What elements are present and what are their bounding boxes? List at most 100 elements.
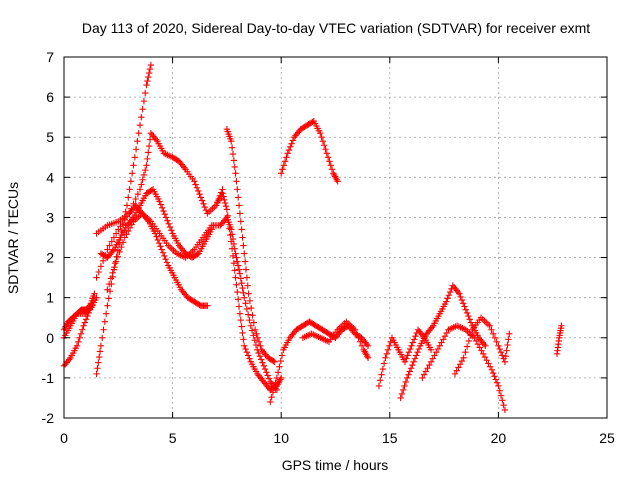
data-point [116,248,123,256]
data-point [486,322,493,329]
data-point [95,268,102,276]
data-point [93,370,100,378]
series-pass-e [93,130,226,281]
data-point [441,332,449,340]
data-point [493,379,501,386]
data-point [224,212,231,220]
data-point [243,349,251,356]
data-point [558,322,565,329]
data-point [198,197,206,204]
data-point [404,352,411,359]
data-point [499,397,506,404]
data-point [251,326,259,333]
data-point [166,223,174,231]
data-point [81,319,89,326]
data-point [154,236,162,244]
data-point [105,295,112,302]
data-point [140,171,148,179]
plot-frame [63,56,608,419]
data-point [136,186,144,193]
data-point [243,305,251,313]
data-point [278,170,285,177]
data-point [240,289,247,297]
data-point [155,239,163,247]
data-point [146,136,154,143]
data-point [429,355,437,362]
data-point [234,258,241,265]
data-point [248,327,256,334]
data-point [157,243,164,250]
data-point [238,323,245,330]
data-point [451,370,459,378]
data-point [94,365,101,372]
data-point [273,374,281,382]
data-point [383,350,390,358]
data-point [479,350,487,358]
data-point [501,358,509,366]
data-point [128,221,135,228]
data-point [246,297,254,305]
data-point [239,234,246,241]
data-point [109,269,116,276]
data-point [135,130,142,137]
data-point [318,134,325,141]
data-point [111,263,118,271]
data-point [246,355,253,362]
data-point [234,186,241,193]
data-point [112,258,120,265]
data-point [250,319,258,326]
data-point [245,290,252,297]
data-point [100,326,107,333]
y-tick-label: 1 [46,290,54,306]
data-point [157,201,165,208]
series-pass-h [104,210,281,394]
data-point [240,242,247,249]
data-point [434,345,442,353]
data-point [279,166,286,173]
series-pass-m [299,318,372,362]
data-point [225,219,232,226]
data-point [165,220,172,228]
data-point [486,363,494,370]
data-point [478,347,485,354]
series-pass-g [97,186,215,261]
x-tick-label: 0 [60,430,68,446]
data-point [462,349,469,356]
data-point [76,334,83,341]
data-point [431,352,438,359]
data-point [242,266,250,273]
data-point [163,259,171,266]
data-point [277,357,284,365]
data-point [334,178,341,185]
data-point [233,178,240,185]
y-tick-labels: -2 -1 0 1 2 3 4 5 6 7 [42,49,55,426]
data-point [410,358,417,366]
data-point [91,290,98,297]
series-pass-l [278,117,341,185]
x-tick-label: 20 [491,430,507,446]
data-point [132,195,139,203]
data-point [114,253,122,260]
data-point [241,294,248,301]
data-point [492,376,499,383]
data-points [60,61,565,414]
data-point [497,349,505,356]
y-axis-label: SDTVAR / TECUs [5,182,21,294]
data-point [235,266,243,273]
data-point [467,332,474,339]
data-point [412,332,419,340]
data-point [221,199,229,207]
data-point [248,304,255,312]
data-point [257,342,264,349]
data-point [456,290,463,297]
data-point [219,190,226,197]
data-point [433,349,440,356]
data-point [324,154,332,161]
data-point [97,263,105,270]
data-point [263,369,270,376]
data-point [234,194,242,201]
data-point [106,242,113,249]
data-point [382,354,389,362]
data-point [499,352,506,359]
data-point [501,406,509,414]
